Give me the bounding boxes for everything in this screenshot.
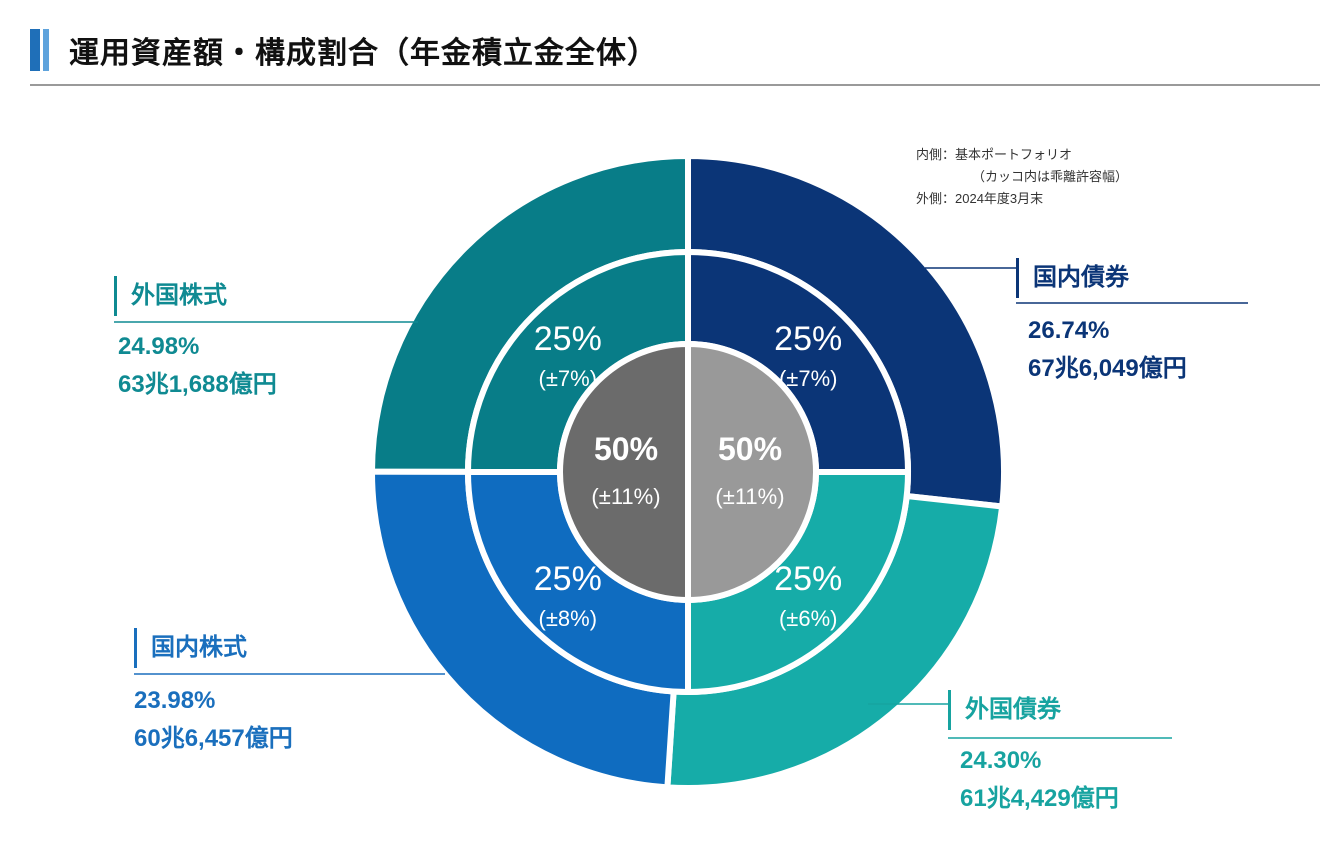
inner-slice-1 — [557, 340, 691, 604]
middle-range-label-1: (±6%) — [779, 606, 838, 631]
legend-percent: 24.30% — [960, 747, 1042, 774]
inner-value-label-1: 50% — [594, 431, 658, 467]
middle-value-label-3: 25% — [534, 320, 602, 358]
middle-range-label-0: (±7%) — [779, 366, 838, 391]
legend-values-domestic-bonds: 26.74% 67兆6,049億円 — [1028, 312, 1187, 388]
inner-range-label-0: (±11%) — [715, 484, 784, 509]
legend-foreign-bonds: 外国債券 — [948, 690, 1061, 730]
inner-range-label-1: (±11%) — [591, 484, 660, 509]
legend-values-foreign-stocks: 24.98% 63兆1,688億円 — [118, 328, 277, 404]
legend-percent: 23.98% — [134, 687, 216, 714]
title-marker-icon — [30, 29, 49, 71]
note-outer-label: 外側：2024年度3月末 — [916, 191, 1044, 206]
middle-range-label-3: (±7%) — [539, 366, 598, 391]
inner-value-label-0: 50% — [718, 431, 782, 467]
note-range-label: （カッコ内は乖離許容幅） — [972, 169, 1129, 184]
page-title: 運用資産額・構成割合（年金積立金全体） — [69, 37, 658, 70]
legend-name: 外国株式 — [114, 276, 227, 316]
legend-amount: 63兆1,688億円 — [118, 371, 277, 398]
legend-name: 国内株式 — [134, 628, 247, 668]
note-inner-label: 内側：基本ポートフォリオ — [916, 147, 1073, 162]
chart-note: 内側：基本ポートフォリオ （カッコ内は乖離許容幅） 外側：2024年度3月末 — [916, 144, 1128, 210]
legend-domestic-bonds: 国内債券 — [1016, 258, 1129, 298]
legend-percent: 26.74% — [1028, 317, 1110, 344]
legend-percent: 24.98% — [118, 333, 200, 360]
legend-domestic-stocks: 国内株式 — [134, 628, 247, 668]
middle-value-label-2: 25% — [534, 560, 602, 598]
middle-range-label-2: (±8%) — [539, 606, 598, 631]
header-divider — [30, 84, 1320, 86]
legend-amount: 61兆4,429億円 — [960, 785, 1119, 812]
middle-value-label-1: 25% — [774, 560, 842, 598]
legend-amount: 60兆6,457億円 — [134, 725, 293, 752]
page-header: 運用資産額・構成割合（年金積立金全体） — [30, 28, 658, 72]
legend-foreign-stocks: 外国株式 — [114, 276, 227, 316]
legend-name: 国内債券 — [1016, 258, 1129, 298]
legend-amount: 67兆6,049億円 — [1028, 355, 1187, 382]
legend-name: 外国債券 — [948, 690, 1061, 730]
legend-values-foreign-bonds: 24.30% 61兆4,429億円 — [960, 742, 1119, 818]
middle-value-label-0: 25% — [774, 320, 842, 358]
legend-values-domestic-stocks: 23.98% 60兆6,457億円 — [134, 682, 293, 758]
inner-slice-0 — [685, 340, 819, 604]
